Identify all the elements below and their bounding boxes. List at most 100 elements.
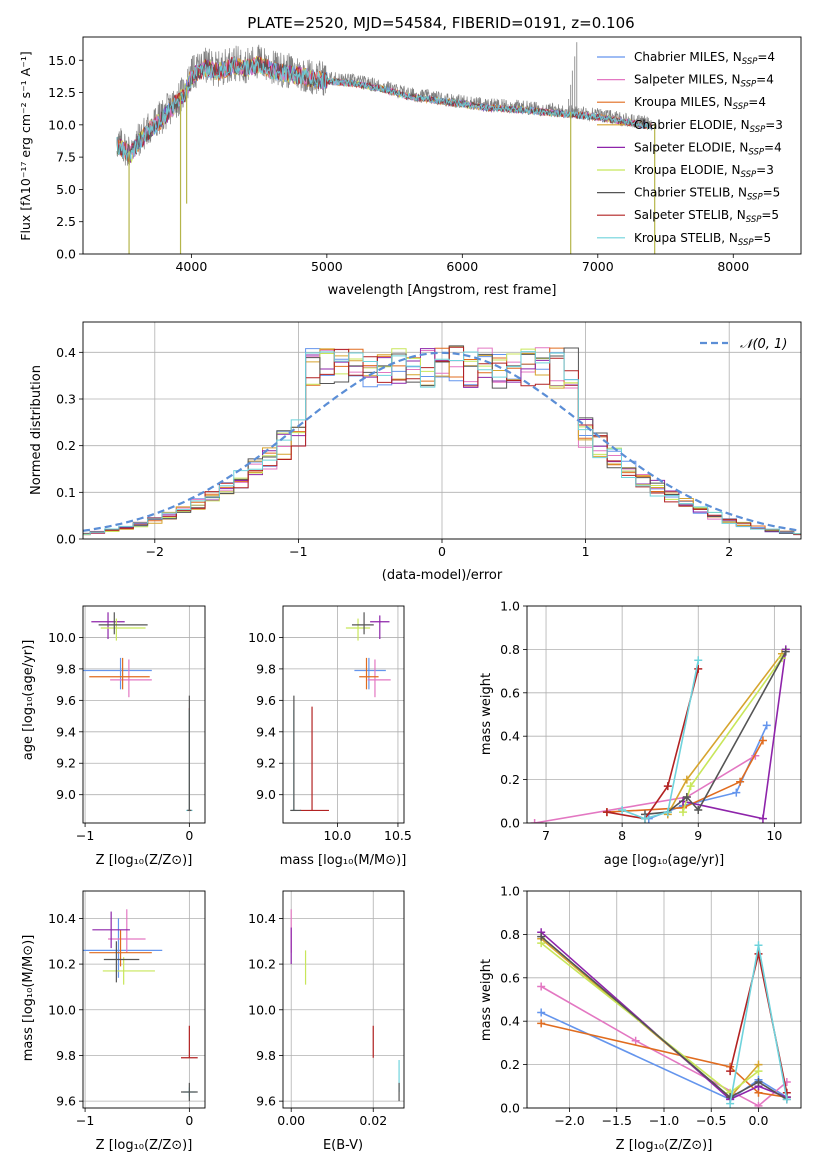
- axes-frame: [82, 36, 802, 255]
- legend-sub: SSP: [733, 102, 749, 112]
- series-line-kroupa_miles: [606, 740, 764, 813]
- legend-sub: SSP: [741, 170, 757, 180]
- data-point-salpeter_miles: [631, 1036, 640, 1045]
- data-point-salpeter_stelib: [602, 808, 611, 817]
- legend-tail: =3: [765, 118, 783, 132]
- data-point-kroupa_stelib: [754, 941, 763, 950]
- figure-title: PLATE=2520, MJD=54584, FIBERID=0191, z=0…: [247, 14, 634, 32]
- legend-label: Chabrier ELODIE, N: [634, 118, 750, 132]
- y-tick-label: 9.8: [56, 661, 76, 676]
- legend-sub: SSP: [750, 125, 766, 135]
- histogram-chabrier_elodie: [83, 346, 801, 535]
- series-line-salpeter_miles: [540, 985, 788, 1107]
- histogram-chabrier_miles: [83, 348, 801, 535]
- y-tick-label: 0.2: [56, 438, 76, 453]
- y-axis-label: mass weight: [479, 959, 494, 1041]
- y-axis-label: mass weight: [479, 673, 494, 755]
- axes-frame: [526, 605, 802, 824]
- data-point-salpeter_miles: [754, 1101, 763, 1108]
- legend-label: Salpeter ELODIE, N: [634, 140, 748, 154]
- panel-mass-weight-vs-Z: −2.0 −1.5 −1.0 −0.5 0.0 0.0 0.2 0.4 0.6 0.8 1.0 Z […: [479, 884, 802, 1153]
- y-tick-label: 10.2: [48, 957, 76, 972]
- data-point-kroupa_miles: [537, 1019, 546, 1028]
- y-tick-label: 9.8: [256, 661, 276, 676]
- data-point-chabrier_elodie: [682, 775, 691, 784]
- y-tick-label: 10.0: [48, 630, 76, 645]
- legend-tail: =5: [754, 231, 772, 245]
- y-tick-label: 0.6: [500, 970, 520, 985]
- legend-tail: =5: [763, 186, 781, 200]
- data-point-kroupa_miles: [736, 777, 745, 786]
- y-tick-label: 9.6: [256, 693, 276, 708]
- y-tick-label: 9.0: [56, 787, 76, 802]
- x-tick-label: 8: [618, 828, 626, 843]
- plot-area: [83, 909, 198, 1102]
- x-tick-label: 1: [582, 544, 590, 559]
- x-axis-label: (data-model)/error: [382, 568, 503, 583]
- y-tick-label: 10.0: [48, 117, 76, 132]
- data-point-chabrier_stelib: [537, 932, 546, 941]
- x-tick-label: −2: [146, 544, 164, 559]
- data-point-chabrier_miles: [732, 788, 741, 797]
- legend-label: Kroupa STELIB, N: [634, 231, 738, 245]
- y-tick-label: 1.0: [500, 599, 520, 614]
- y-tick-label: 0.4: [500, 1014, 520, 1029]
- series-line-chabrier_stelib: [540, 935, 788, 1100]
- histogram-kroupa_miles: [83, 347, 801, 534]
- x-tick-label: 0.02: [359, 1113, 387, 1128]
- x-axis-label: Z [log₁₀(Z/Z⊙)]: [96, 1138, 193, 1153]
- y-tick-label: 10.0: [248, 630, 276, 645]
- data-point-kroupa_stelib: [694, 656, 703, 665]
- x-tick-label: 0: [185, 1113, 193, 1128]
- x-tick-label: 0.00: [277, 1113, 305, 1128]
- x-tick-label: 0.0: [749, 1113, 769, 1128]
- y-tick-label: 0.2: [500, 1057, 520, 1072]
- data-point-salpeter_miles: [537, 982, 546, 991]
- x-tick-label: −2.0: [554, 1113, 584, 1128]
- y-tick-label: 0.0: [56, 247, 76, 262]
- y-tick-label: 9.6: [56, 1094, 76, 1109]
- model-spectrum-kroupa_stelib: [116, 56, 653, 161]
- y-tick-label: 10.0: [248, 1002, 276, 1017]
- y-tick-label: 10.2: [248, 957, 276, 972]
- data-point-kroupa_stelib: [726, 1099, 735, 1108]
- plot-area: [530, 645, 790, 823]
- y-tick-label: 5.0: [56, 182, 76, 197]
- y-axis-label: age [log₁₀(age/yr)]: [21, 640, 36, 761]
- y-tick-label: 2.5: [56, 214, 76, 229]
- y-tick-label: 12.5: [48, 85, 76, 100]
- y-tick-label: 0.4: [500, 729, 520, 744]
- x-tick-label: 6000: [446, 259, 478, 274]
- x-tick-label: −0.5: [696, 1113, 726, 1128]
- y-tick-label: 0.0: [500, 1101, 520, 1116]
- plot-area: [116, 42, 656, 254]
- y-tick-label: 0.8: [500, 927, 520, 942]
- legend-entry: Chabrier MILES, NSSP=4: [634, 50, 775, 67]
- x-tick-label: 4000: [175, 259, 207, 274]
- grid-lines: [283, 606, 404, 823]
- legend-entry: Salpeter MILES, NSSP=4: [634, 73, 774, 90]
- model-spectrum-chabrier_stelib: [116, 57, 653, 162]
- data-point-chabrier_miles: [537, 1008, 546, 1017]
- data-point-salpeter_stelib: [663, 782, 672, 791]
- axes-frame: [82, 890, 206, 1109]
- data-point-chabrier_stelib: [682, 792, 691, 801]
- y-tick-label: 9.2: [256, 756, 276, 771]
- plot-area: [83, 345, 801, 536]
- x-axis-label: age [log₁₀(age/yr)]: [604, 853, 725, 868]
- axes-frame: [526, 890, 802, 1109]
- y-tick-label: 0.0: [500, 816, 520, 831]
- x-tick-label: −1: [76, 1113, 94, 1128]
- data-point-salpeter_elodie: [758, 814, 767, 823]
- legend-sub: SSP: [747, 193, 763, 203]
- x-axis-label: Z [log₁₀(Z/Z⊙)]: [96, 853, 193, 868]
- data-point-salpeter_miles: [530, 819, 539, 823]
- axes-frame: [282, 890, 405, 1109]
- y-tick-label: 10.0: [48, 1002, 76, 1017]
- y-tick-label: 0.3: [56, 392, 76, 407]
- x-axis-label: wavelength [Angstrom, rest frame]: [328, 283, 557, 298]
- data-point-kroupa_stelib: [782, 1095, 791, 1104]
- legend-tail: =4: [756, 73, 774, 87]
- data-point-salpeter_stelib: [694, 664, 703, 673]
- legend-sub: SSP: [746, 215, 762, 225]
